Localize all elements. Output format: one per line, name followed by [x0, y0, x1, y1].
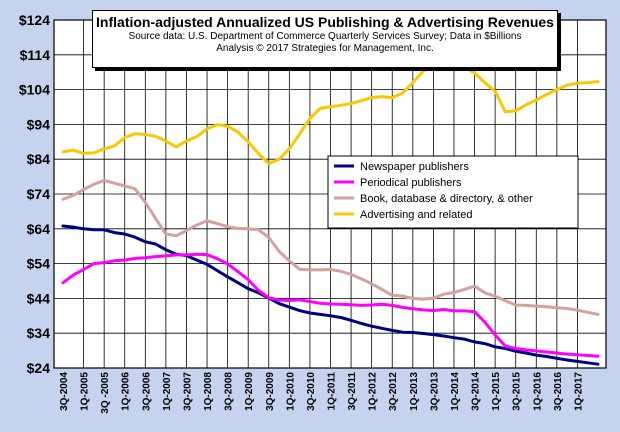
- x-tick-label: 1Q-2006: [121, 372, 132, 411]
- x-tick-label: 3Q-2009: [265, 372, 276, 411]
- series-line-4: [61, 64, 600, 166]
- y-tick-label: $64: [27, 221, 51, 237]
- x-tick-label: 1Q-2010: [285, 372, 296, 411]
- series-line-1: [61, 224, 600, 366]
- series-line-3: [61, 178, 600, 316]
- y-tick-label: $94: [27, 116, 51, 132]
- series-lines: [61, 64, 600, 366]
- y-tick-label: $104: [19, 82, 50, 98]
- x-tick-label: 3Q-2008: [224, 372, 235, 411]
- x-tick-label: 3Q-2007: [182, 372, 193, 411]
- y-axis-ticks: $24 $34 $44 $54 $64 $74 $84 $94 $104 $114 $124: [19, 12, 50, 376]
- x-tick-label: 1Q-2009: [244, 372, 255, 411]
- chart-title: Inflation-adjusted Annualized US Publish…: [96, 14, 554, 30]
- x-tick-label: 3Q-2016: [553, 372, 564, 411]
- x-tick-label: 1Q-2012: [368, 372, 379, 411]
- x-tick-label: 3Q-2010: [306, 372, 317, 411]
- x-tick-label: 1Q-2014: [450, 372, 461, 411]
- legend-label-2: Periodical publishers: [360, 177, 462, 189]
- y-tick-label: $44: [27, 290, 51, 306]
- y-tick-label: $84: [27, 151, 51, 167]
- x-tick-label: 1Q-2005: [80, 372, 91, 411]
- series-line-2: [61, 252, 600, 358]
- x-tick-label: 1Q-2011: [327, 372, 338, 411]
- x-tick-label: 3Q-2011: [347, 372, 358, 411]
- legend-label-4: Advertising and related: [360, 209, 473, 221]
- y-tick-label: $24: [27, 360, 51, 376]
- x-tick-label: 1Q-2017: [573, 372, 584, 411]
- legend-label-1: Newspaper publishers: [360, 161, 469, 173]
- x-tick-label: 3Q-2012: [388, 372, 399, 411]
- y-tick-label: $74: [27, 186, 51, 202]
- x-tick-label: 1Q-2013: [409, 372, 420, 411]
- x-axis-ticks: 3Q-2004 1Q-2005 3Q -2005 1Q-2006 3Q-2006 1Q-2…: [59, 372, 584, 414]
- y-tick-label: $34: [27, 325, 51, 341]
- legend-box: [327, 155, 579, 229]
- x-tick-label: 3Q-2013: [429, 372, 440, 411]
- title-box: Inflation-adjusted Annualized US Publish…: [92, 10, 558, 68]
- x-tick-label: 3Q -2005: [100, 372, 111, 414]
- legend-label-3: Book, database & directory, & other: [360, 193, 533, 205]
- y-tick-label: $114: [20, 47, 51, 63]
- y-tick-label: $124: [19, 12, 50, 28]
- x-tick-label: 1Q-2008: [203, 372, 214, 411]
- x-tick-label: 1Q-2007: [162, 372, 173, 411]
- x-tick-label: 1Q-2016: [532, 372, 543, 411]
- chart-subtitle-copyright: Analysis © 2017 Strategies for Managemen…: [216, 43, 434, 54]
- x-tick-label: 3Q-2015: [512, 372, 523, 411]
- y-tick-label: $54: [27, 256, 51, 272]
- x-tick-label: 3Q-2014: [471, 372, 482, 411]
- x-tick-label: 1Q-2015: [491, 372, 502, 411]
- chart-subtitle-source: Source data: U.S. Department of Commerce…: [128, 31, 522, 42]
- x-tick-label: 3Q-2006: [141, 372, 152, 411]
- legend: Newspaper publishers Periodical publisher…: [327, 155, 579, 229]
- x-tick-label: 3Q-2004: [59, 372, 70, 411]
